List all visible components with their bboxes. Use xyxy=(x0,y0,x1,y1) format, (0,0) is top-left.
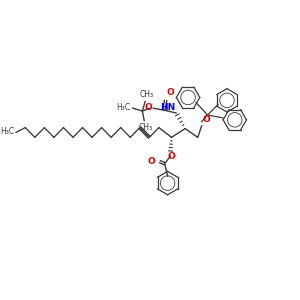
Text: H₃C: H₃C xyxy=(1,127,15,136)
Text: O: O xyxy=(203,115,210,124)
Text: O: O xyxy=(144,103,152,112)
Text: CH₃: CH₃ xyxy=(138,123,152,132)
Text: HN: HN xyxy=(160,103,176,112)
Text: H₃C: H₃C xyxy=(116,103,130,112)
Text: CH₃: CH₃ xyxy=(139,90,153,99)
Text: O: O xyxy=(168,152,176,161)
Text: O: O xyxy=(167,88,174,98)
Text: O: O xyxy=(147,157,155,166)
